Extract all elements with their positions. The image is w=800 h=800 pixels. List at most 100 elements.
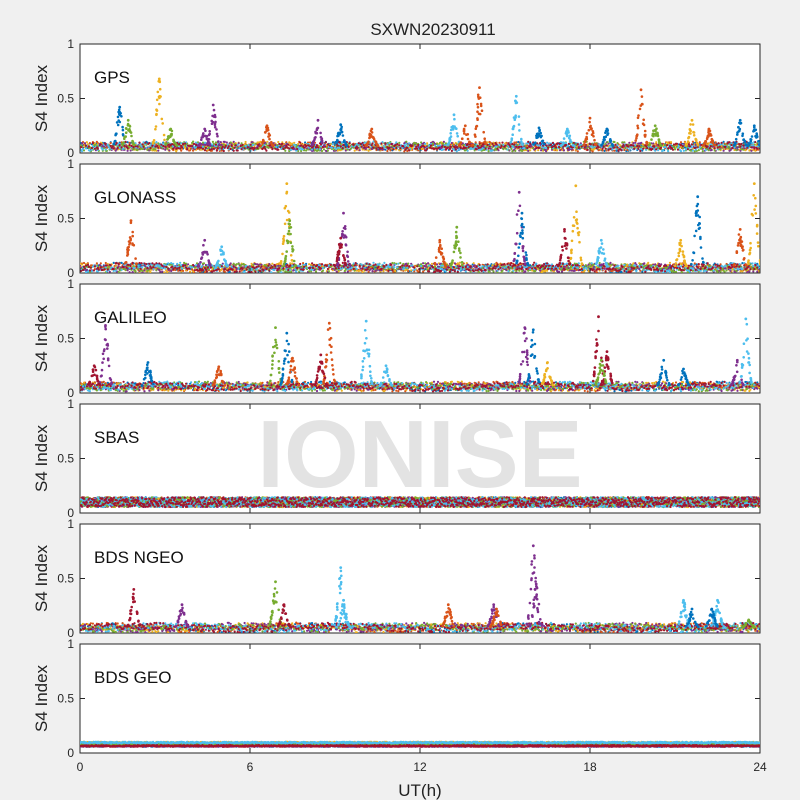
track-point	[249, 143, 252, 146]
track-point	[714, 141, 717, 144]
spike-point	[657, 138, 661, 141]
track-point	[131, 148, 134, 151]
spike-point	[462, 127, 466, 131]
track-point	[144, 143, 147, 146]
track-point	[359, 142, 362, 146]
track-point	[446, 146, 449, 149]
track-point	[226, 143, 229, 146]
track-point	[586, 148, 589, 151]
track-point	[574, 143, 577, 146]
track-point	[754, 149, 757, 152]
track-point	[638, 145, 641, 148]
spike-point	[474, 127, 478, 130]
track-point	[281, 142, 284, 145]
track-point	[194, 141, 198, 144]
track-point	[438, 144, 442, 147]
spike-point	[737, 126, 740, 129]
spike-point	[156, 90, 160, 94]
track-point	[129, 149, 132, 152]
spike-point	[459, 142, 462, 145]
track-point	[126, 149, 129, 152]
track-point	[634, 144, 637, 147]
track-point	[679, 150, 683, 153]
track-point	[329, 143, 332, 146]
track-point	[210, 148, 213, 151]
track-point	[728, 141, 731, 144]
spike-point	[520, 140, 523, 143]
track-point	[710, 148, 713, 152]
track-point	[139, 143, 142, 146]
track-point	[123, 144, 126, 147]
track-point	[527, 140, 530, 143]
track-point	[305, 262, 308, 265]
track-point	[381, 147, 384, 150]
track-point	[443, 144, 446, 147]
track-point	[438, 141, 442, 144]
track-point	[180, 149, 183, 152]
track-point	[538, 146, 541, 149]
track-point	[220, 149, 223, 152]
track-point	[450, 141, 453, 145]
spike-point	[155, 108, 158, 111]
track-point	[664, 146, 667, 149]
track-point	[580, 143, 583, 146]
spike-point	[653, 129, 657, 132]
track-point	[739, 149, 742, 152]
track-point	[392, 270, 395, 273]
track-point	[703, 146, 706, 149]
spike-point	[456, 134, 460, 138]
track-point	[398, 141, 401, 144]
track-point	[251, 146, 254, 149]
track-point	[586, 143, 589, 146]
track-point	[371, 142, 374, 145]
spike-point	[476, 102, 479, 106]
track-point	[237, 142, 240, 145]
track-point	[740, 148, 743, 151]
track-point	[662, 149, 665, 152]
track-point	[282, 147, 285, 151]
track-point	[168, 145, 171, 148]
spike-point	[604, 131, 607, 135]
track-point	[440, 148, 444, 152]
track-point	[107, 145, 110, 148]
track-point	[713, 149, 716, 152]
track-point	[515, 145, 518, 148]
track-point	[187, 144, 190, 147]
spike-point	[656, 131, 659, 135]
track-point	[108, 147, 111, 150]
spike-point	[267, 135, 270, 138]
track-point	[104, 261, 107, 265]
spike-point	[158, 87, 162, 91]
track-point	[520, 145, 523, 148]
track-point	[645, 148, 648, 151]
track-point	[627, 145, 630, 148]
track-point	[171, 143, 174, 146]
track-point	[93, 147, 96, 150]
track-point	[175, 150, 178, 153]
track-point	[336, 149, 339, 152]
axes-box	[79, 163, 761, 274]
track-point	[356, 146, 359, 150]
spike-point	[602, 135, 606, 139]
track-point	[372, 146, 375, 149]
spike-point	[367, 140, 370, 143]
track-point	[566, 144, 570, 147]
track-point	[394, 270, 397, 273]
track-point	[328, 144, 331, 147]
track-point	[239, 144, 242, 148]
track-point	[168, 149, 171, 152]
track-point	[521, 149, 524, 152]
track-point	[189, 270, 192, 273]
track-point	[546, 141, 549, 144]
track-point	[358, 149, 361, 152]
track-point	[488, 145, 491, 148]
peak-point	[690, 118, 694, 122]
track-point	[664, 143, 667, 147]
spike-point	[650, 138, 653, 141]
track-point	[340, 141, 343, 144]
track-point	[744, 149, 747, 152]
track-point	[384, 142, 387, 145]
track-point	[380, 142, 383, 145]
track-point	[355, 269, 358, 272]
